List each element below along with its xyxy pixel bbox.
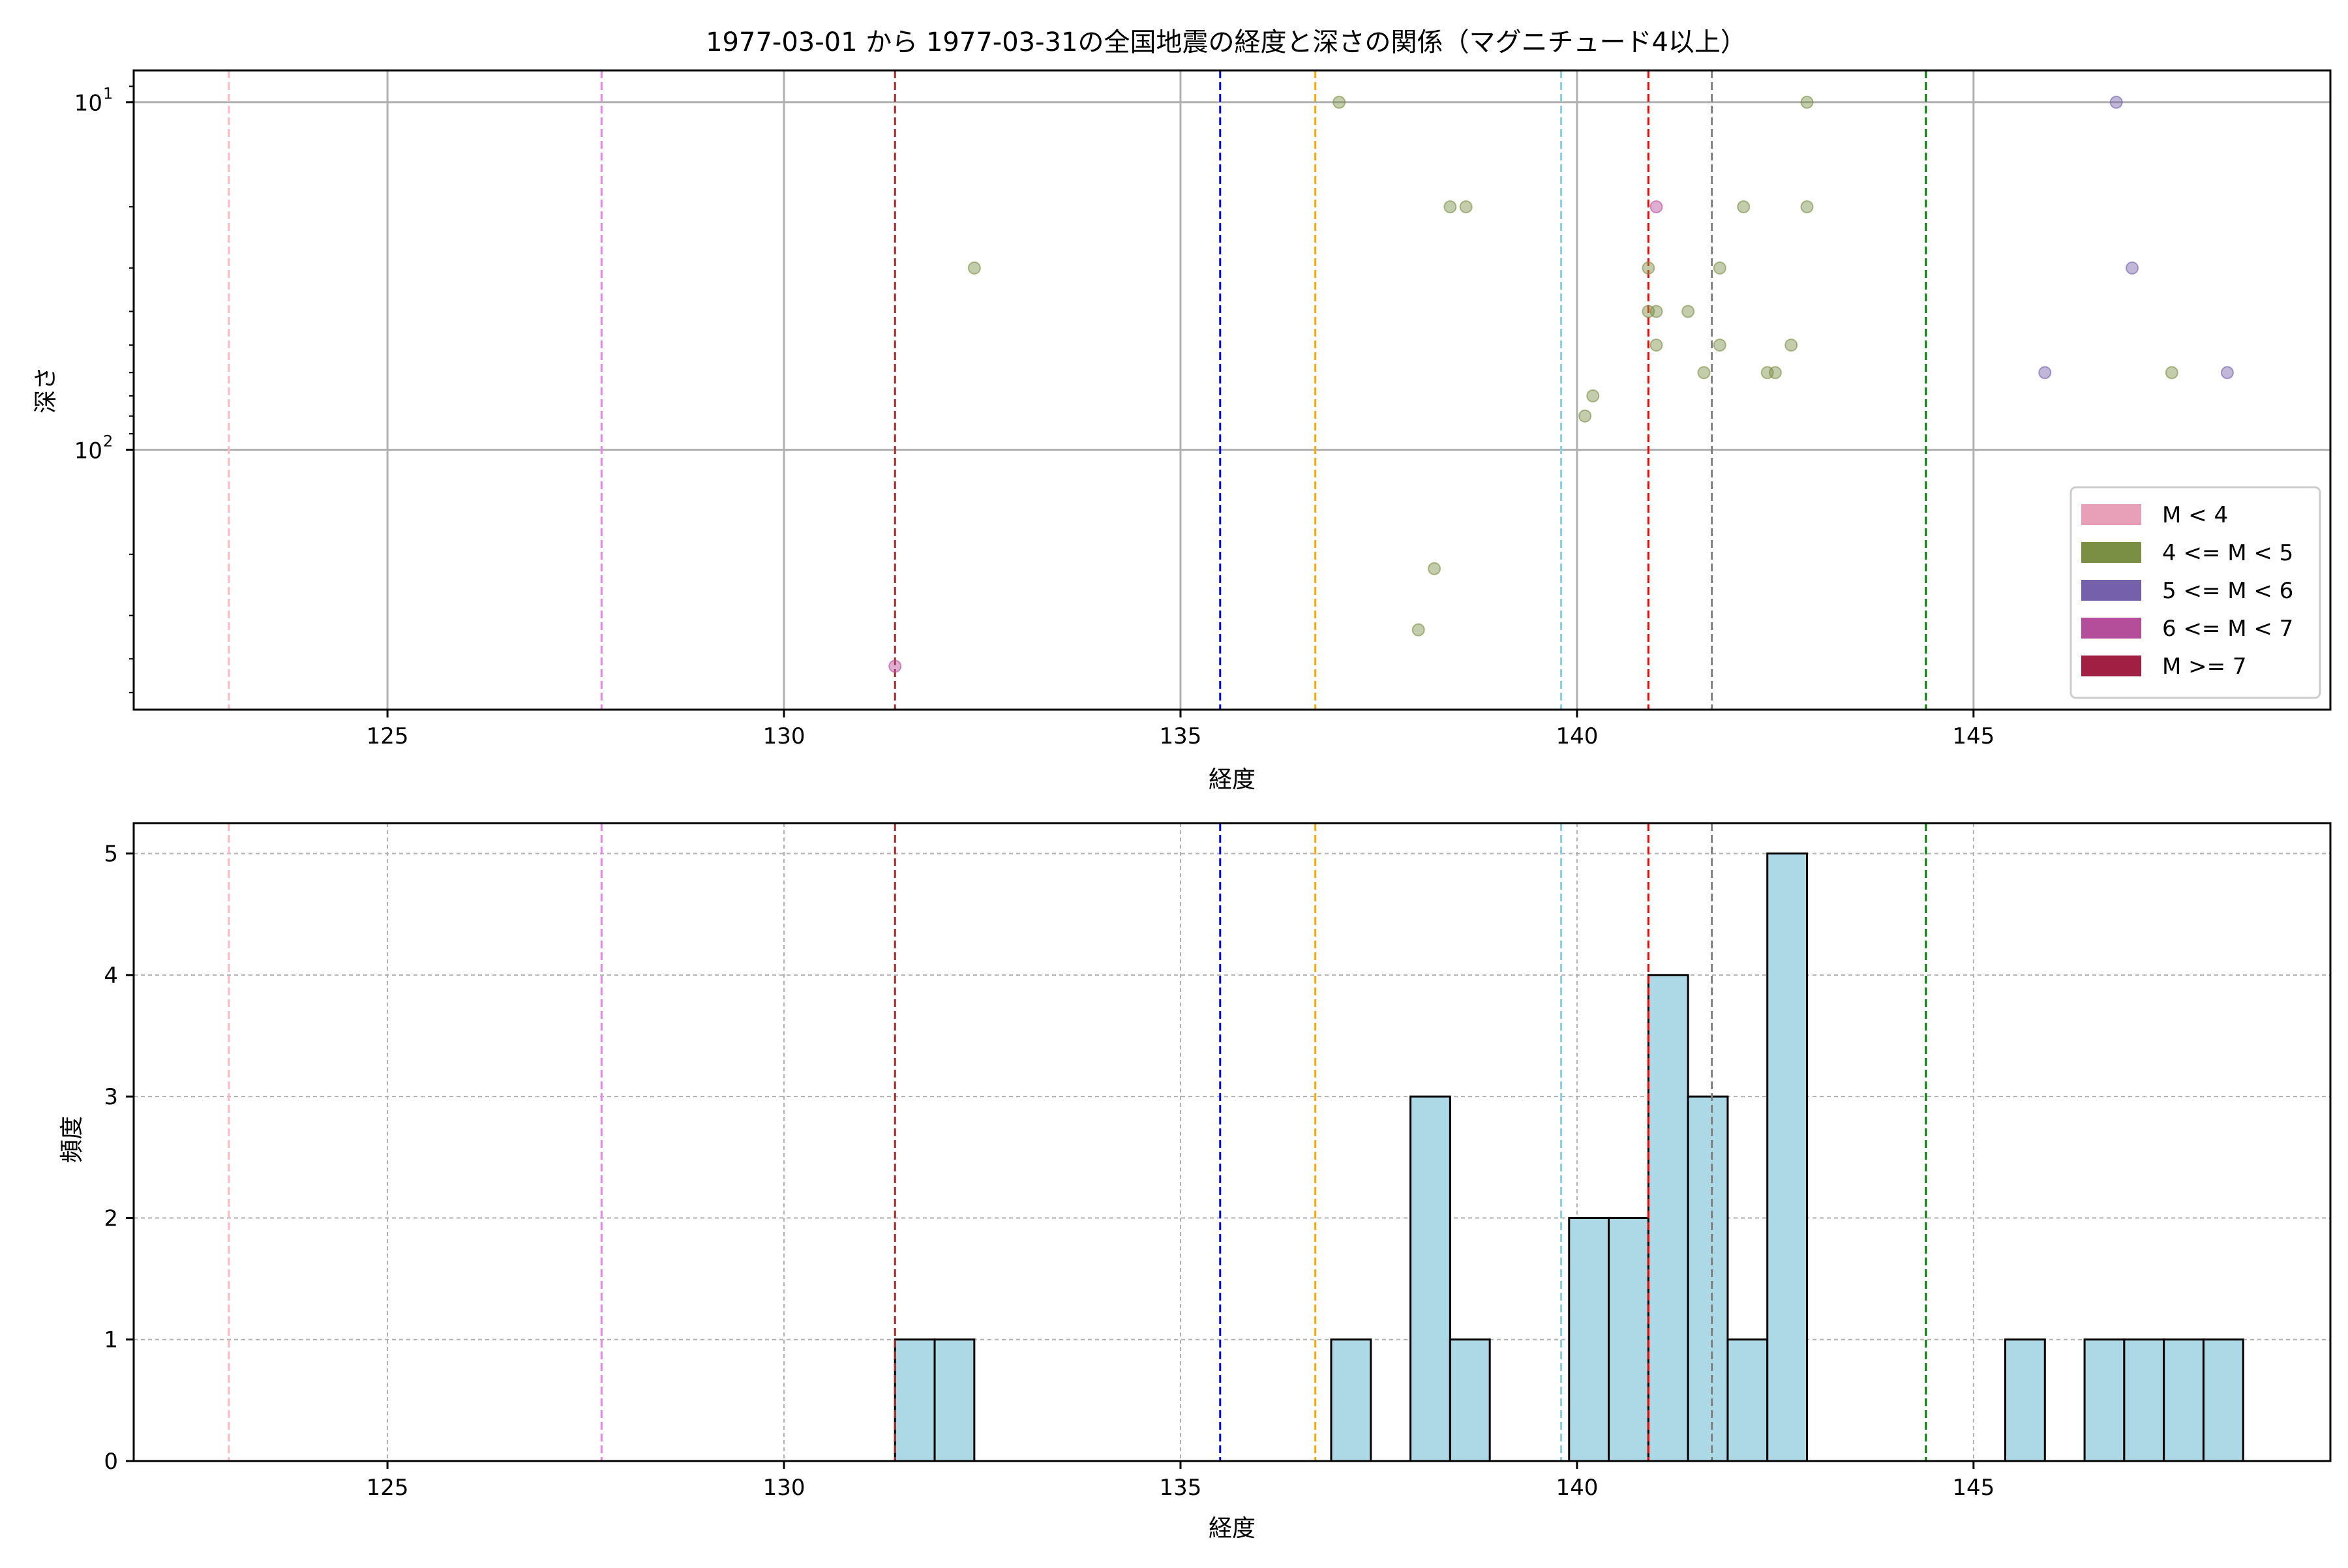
histogram-plot-frame <box>132 822 2332 1462</box>
scatter-y-tick-label: 10 <box>74 438 102 464</box>
histogram-bar <box>1409 1095 1451 1462</box>
scatter-x-tick-label: 130 <box>763 723 805 749</box>
scatter-x-tick-label: 135 <box>1160 723 1202 749</box>
scatter-y-axis-label: 深さ <box>33 367 59 414</box>
scatter-point <box>2109 95 2123 109</box>
legend-swatch <box>2081 504 2141 525</box>
histogram-y-tick-label: 0 <box>104 1449 118 1475</box>
histogram-x-tick-label: 145 <box>1952 1475 1994 1501</box>
histogram-x-tick-label: 125 <box>367 1475 409 1501</box>
histogram-x-tick-label: 140 <box>1556 1475 1598 1501</box>
histogram-bar <box>1330 1338 1372 1462</box>
histogram-bar <box>2004 1338 2046 1462</box>
scatter-point <box>1737 200 1751 214</box>
scatter-point <box>1443 200 1457 214</box>
scatter-point <box>1642 261 1655 275</box>
scatter-point <box>2038 366 2052 380</box>
histogram-x-tick-label: 135 <box>1160 1475 1202 1501</box>
legend-label: 4 <= M < 5 <box>2162 540 2293 566</box>
scatter-y-tick-label: 10 <box>74 91 102 117</box>
histogram-bar <box>894 1338 936 1462</box>
histogram-bar <box>2163 1338 2205 1462</box>
histogram-panel: 125 130 135 140 145 0 1 2 3 4 5 <box>104 822 2332 1501</box>
scatter-point <box>1713 261 1726 275</box>
scatter-y-tick-exponent: 2 <box>103 432 113 450</box>
scatter-point <box>1768 366 1782 380</box>
histogram-bar <box>2123 1338 2165 1462</box>
legend-swatch <box>2081 618 2141 639</box>
histogram-bar <box>1647 974 1689 1462</box>
histogram-bar <box>1608 1216 1649 1462</box>
scatter-point <box>1649 339 1663 352</box>
histogram-bar <box>1726 1338 1769 1462</box>
histogram-y-tick-label: 5 <box>104 841 118 867</box>
histogram-y-tick-label: 1 <box>104 1327 118 1353</box>
histogram-bar <box>2202 1338 2244 1462</box>
scatter-point <box>967 261 981 275</box>
legend-swatch <box>2081 656 2141 676</box>
scatter-point <box>1784 339 1798 352</box>
histogram-bar <box>1449 1338 1491 1462</box>
scatter-point <box>2165 366 2178 380</box>
histogram-x-axis-label: 経度 <box>1209 1515 1256 1542</box>
histogram-bar <box>1687 1095 1729 1462</box>
scatter-point <box>1428 562 1441 575</box>
scatter-point <box>888 659 902 673</box>
scatter-point <box>1459 200 1473 214</box>
scatter-y-tick-exponent: 1 <box>103 85 113 103</box>
histogram-y-axis-label: 頻度 <box>59 1116 85 1163</box>
scatter-x-tick-label: 145 <box>1952 723 1994 749</box>
legend-box <box>2070 486 2321 699</box>
legend-swatch <box>2081 542 2141 563</box>
scatter-plot-frame <box>132 69 2332 711</box>
histogram-x-tick-label: 130 <box>763 1475 805 1501</box>
scatter-point <box>1578 409 1592 423</box>
histogram-y-tick-label: 4 <box>104 963 118 989</box>
histogram-bar <box>933 1338 976 1462</box>
histogram-y-tick-label: 2 <box>104 1205 118 1231</box>
scatter-point <box>2220 366 2234 380</box>
scatter-point <box>1586 389 1600 402</box>
scatter-point <box>1800 200 1814 214</box>
scatter-point <box>1649 200 1663 214</box>
scatter-point <box>1681 305 1695 318</box>
scatter-point <box>1713 339 1726 352</box>
scatter-x-tick-label: 125 <box>367 723 409 749</box>
legend-label: M >= 7 <box>2162 654 2247 680</box>
histogram-bar <box>1568 1216 1610 1462</box>
scatter-point <box>1800 95 1814 109</box>
legend-label: 5 <= M < 6 <box>2162 578 2293 604</box>
legend-label: M < 4 <box>2162 502 2228 528</box>
scatter-point <box>1411 623 1425 637</box>
histogram-y-tick-label: 3 <box>104 1084 118 1110</box>
scatter-point <box>2126 261 2139 275</box>
scatter-point <box>1697 366 1711 380</box>
scatter-point <box>1332 95 1346 109</box>
histogram-bar <box>2083 1338 2126 1462</box>
scatter-legend: M < 4 4 <= M < 5 5 <= M < 6 6 <= M < 7 M >= … <box>2070 486 2321 699</box>
scatter-x-tick-label: 140 <box>1556 723 1598 749</box>
scatter-x-axis-label: 経度 <box>1209 766 1256 793</box>
histogram-bar <box>1766 852 1809 1462</box>
chart-title: 1977-03-01 から 1977-03-31の全国地震の経度と深さの関係（マ… <box>706 27 1747 57</box>
scatter-point <box>1649 305 1663 318</box>
legend-label: 6 <= M < 7 <box>2162 616 2293 642</box>
legend-swatch <box>2081 580 2141 601</box>
